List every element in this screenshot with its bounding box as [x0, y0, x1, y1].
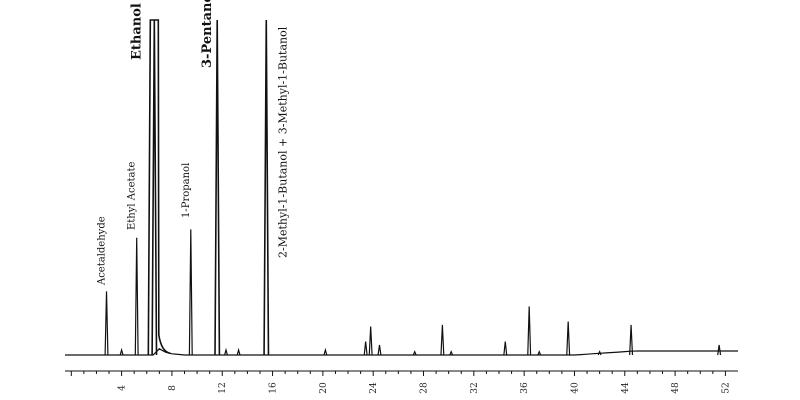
- peak-unlabeled-6: [236, 347, 241, 356]
- peak-unlabeled-22: [717, 344, 722, 356]
- x-tick-label: 4: [118, 385, 128, 391]
- x-tick-label: 48: [671, 382, 681, 394]
- x-tick-label: 16: [269, 382, 279, 394]
- peak-label-ethanol: Ethanol: [129, 3, 144, 60]
- peak-unlabeled-17: [527, 306, 532, 356]
- x-tick-label: 12: [218, 382, 228, 393]
- x-tick-label: 52: [721, 382, 731, 393]
- peak-unlabeled-18: [537, 350, 542, 356]
- peak-label-3-pentanol: 3-Pentanol: [200, 0, 215, 68]
- baseline: [65, 348, 738, 356]
- peak-label-1-propanol: 1-Propanol: [181, 163, 192, 218]
- peak-unlabeled-1: [119, 347, 124, 356]
- peak-label-layer: Acetaldehyde Ethyl Acetate Ethanol 1-Propan…: [97, 0, 290, 286]
- peak-unlabeled-20: [597, 350, 602, 356]
- peak-unlabeled-13: [412, 350, 417, 356]
- peak-unlabeled-12: [377, 344, 382, 356]
- x-tick-label: 36: [520, 382, 530, 394]
- peak-unlabeled-19: [566, 321, 571, 356]
- peak-acetaldehyde: [104, 291, 109, 356]
- x-tick-label: 8: [168, 385, 178, 391]
- peak-unlabeled-10: [363, 341, 368, 356]
- peak-ethanol: [151, 19, 158, 356]
- peak-unlabeled-14: [440, 324, 445, 356]
- x-tick-label: 20: [319, 382, 329, 394]
- x-tick-label: 32: [470, 382, 480, 393]
- x-tick-label: 28: [420, 382, 430, 394]
- chromatogram-trace-layer: [65, 19, 738, 356]
- peak-unlabeled-15: [449, 350, 454, 356]
- x-tick-label: 44: [621, 382, 631, 394]
- x-axis: 4 8 12 16 20 24 28 32 36 40 44 48 52: [65, 370, 738, 394]
- peak-label-2-methyl-1-butanol-3-methyl-1-butanol: 2-Methyl-1-Butanol + 3-Methyl-1-Butanol: [276, 26, 289, 258]
- peak-3-pentanol: [214, 19, 221, 356]
- peak-2-methyl-1-butanol-3-methyl-1-butanol: [263, 19, 270, 356]
- peak-label-acetaldehyde: Acetaldehyde: [97, 216, 108, 286]
- peak-unlabeled-9: [323, 347, 328, 356]
- x-tick-label: 40: [570, 382, 580, 394]
- ethanol-peak-outline: [147, 19, 171, 356]
- peak-unlabeled-21: [629, 324, 634, 356]
- peak-unlabeled-5: [224, 347, 228, 356]
- peak-unlabeled-11: [368, 326, 373, 356]
- x-tick-label: 24: [369, 382, 379, 394]
- peak-1-propanol: [188, 229, 193, 356]
- peak-unlabeled-16: [503, 341, 508, 356]
- peak-label-ethyl-acetate: Ethyl Acetate: [127, 161, 138, 230]
- peak-ethyl-acetate: [134, 237, 139, 356]
